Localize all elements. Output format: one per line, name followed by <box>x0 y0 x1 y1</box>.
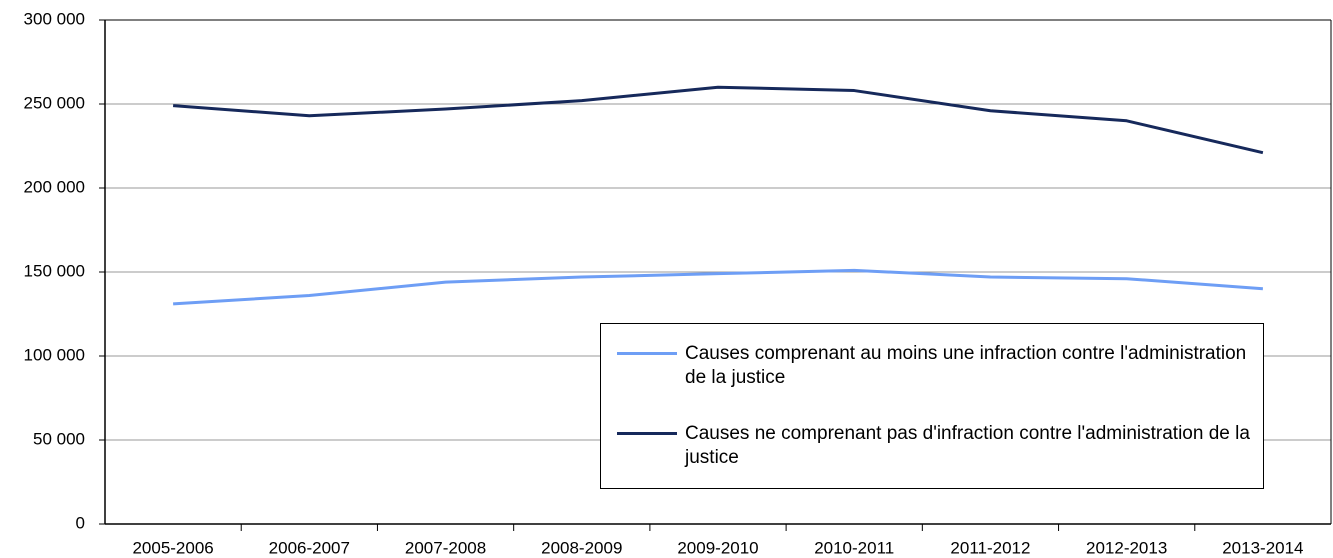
series-line <box>173 268 1264 306</box>
legend-swatch <box>617 352 677 355</box>
x-tick-label: 2005-2006 <box>132 538 213 557</box>
x-tick-label: 2012-2013 <box>1086 538 1167 557</box>
x-tick-label: 2011-2012 <box>950 538 1030 557</box>
y-tick-label: 200 000 <box>24 177 85 196</box>
legend-label: Causes comprenant au moins une infractio… <box>685 343 1247 388</box>
x-tick-label: 2013-2014 <box>1222 538 1303 557</box>
x-tick-label: 2007-2008 <box>405 538 486 557</box>
legend-label: Causes ne comprenant pas d'infraction co… <box>685 423 1250 468</box>
series-line <box>173 85 1264 155</box>
x-tick-label: 2008-2009 <box>541 538 622 557</box>
y-tick-label: 250 000 <box>24 93 85 112</box>
x-tick-label: 2006-2007 <box>269 538 350 557</box>
y-tick-label: 50 000 <box>33 429 85 448</box>
x-tick-label: 2010-2011 <box>814 538 894 557</box>
legend: Causes comprenant au moins une infractio… <box>600 323 1264 489</box>
legend-swatch <box>617 432 677 435</box>
y-tick-label: 150 000 <box>24 261 85 280</box>
legend-entry: Causes comprenant au moins une infractio… <box>617 342 1265 390</box>
x-tick-label: 2009-2010 <box>677 538 758 557</box>
y-tick-label: 300 000 <box>24 9 85 28</box>
legend-entry: Causes ne comprenant pas d'infraction co… <box>617 422 1265 470</box>
y-tick-label: 100 000 <box>24 345 85 364</box>
y-tick-label: 0 <box>76 513 85 532</box>
